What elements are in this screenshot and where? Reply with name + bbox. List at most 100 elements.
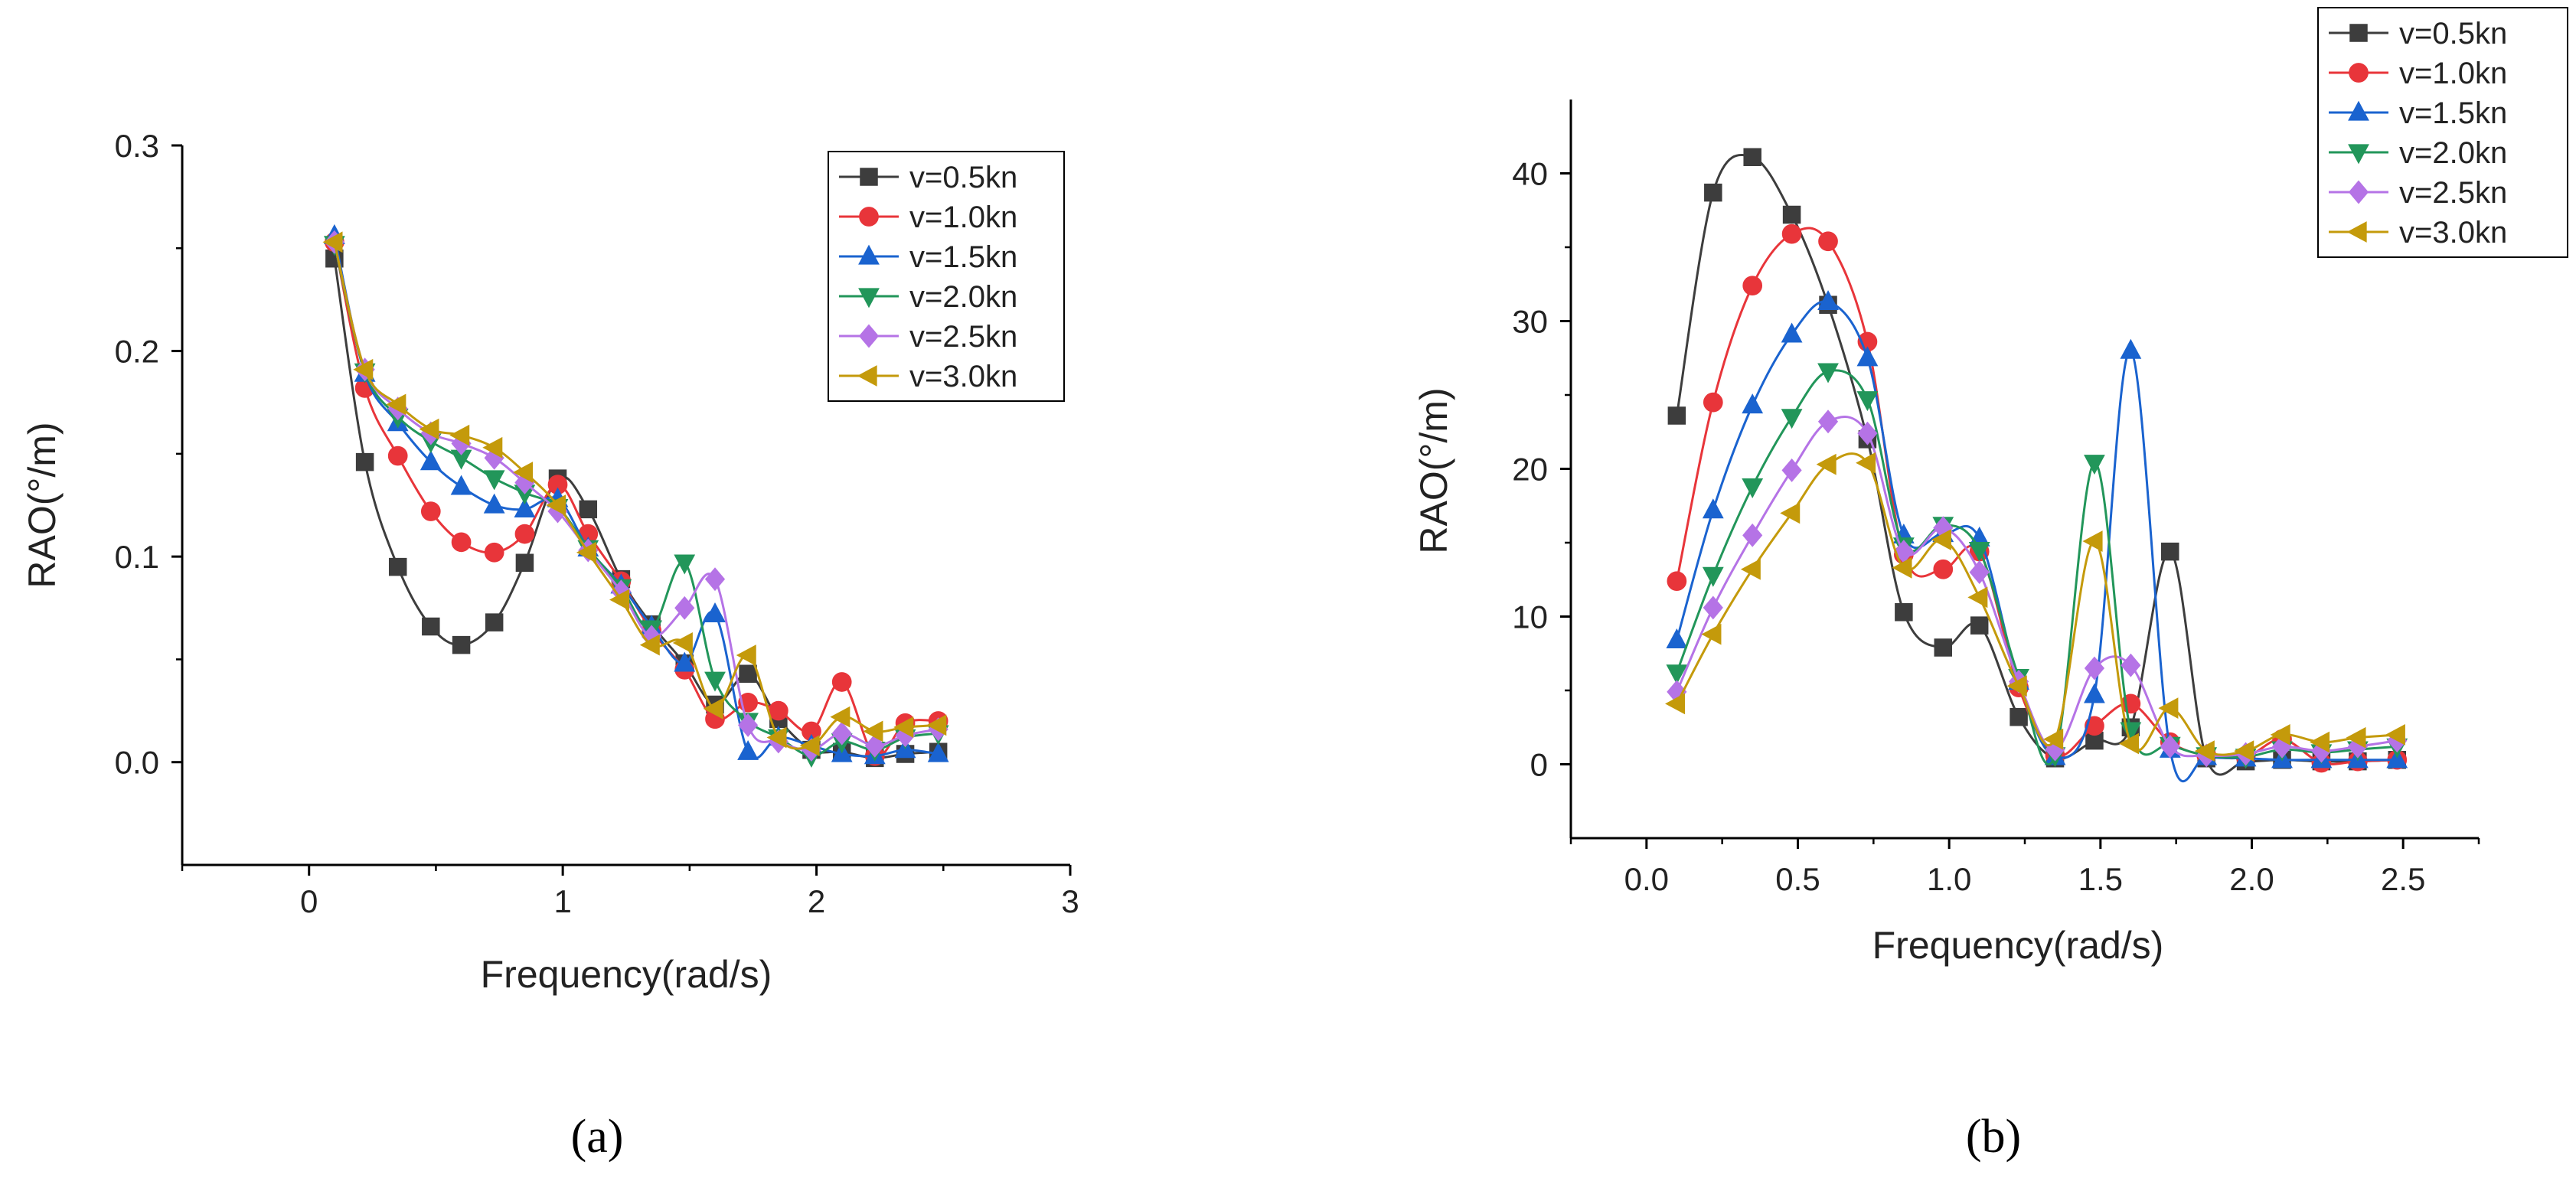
legend-marker [2346, 221, 2367, 243]
data-point [830, 706, 851, 728]
data-point [2234, 740, 2254, 762]
data-point [451, 532, 472, 553]
legend: v=0.5kn v=1.0kn v=1.5kn v=2.0kn v=2.5kn v=3.0… [2317, 7, 2568, 258]
legend-label: v=1.5kn [2399, 96, 2507, 130]
data-point [1704, 183, 1722, 202]
legend: v=0.5kn v=1.0kn v=1.5kn v=2.0kn v=2.5kn v=3.0… [828, 151, 1065, 402]
y-tick-label: 0.1 [115, 539, 159, 575]
data-point [927, 742, 949, 762]
data-point [766, 726, 787, 749]
y-tick-label: 10 [1512, 599, 1548, 635]
series-line [1676, 452, 2398, 756]
data-point [322, 231, 343, 253]
legend-label: v=3.0kn [909, 360, 1017, 393]
data-point [2161, 542, 2179, 561]
series-v=3.0kn [322, 231, 947, 757]
data-point [2082, 530, 2103, 552]
data-point [482, 436, 503, 458]
legend-label: v=2.5kn [909, 320, 1017, 354]
data-point [579, 500, 598, 519]
x-tick-label: 0 [300, 883, 318, 919]
data-point [1931, 529, 1951, 551]
data-point [2084, 683, 2105, 703]
data-point [1856, 452, 1876, 474]
data-point [1742, 393, 1764, 414]
data-point [485, 613, 504, 631]
legend-marker [2349, 24, 2368, 42]
data-point [1740, 558, 1761, 580]
data-point [515, 553, 534, 572]
x-tick-label: 1.5 [2078, 861, 2123, 897]
legend-marker [858, 324, 880, 348]
panel-caption: (a) [571, 1111, 624, 1163]
data-point [1781, 409, 1803, 429]
data-point [1817, 363, 1839, 383]
data-point [2119, 733, 2140, 755]
data-point [639, 634, 660, 656]
data-point [1782, 205, 1801, 224]
data-point [1895, 602, 1913, 622]
data-point [420, 501, 441, 521]
legend-marker [2348, 100, 2369, 121]
data-point [1934, 638, 1953, 657]
legend-label: v=2.0kn [909, 280, 1017, 314]
legend-label: v=1.0kn [909, 201, 1017, 234]
data-point [1780, 502, 1801, 524]
chart-panel-b: 0 10 20 30 40 0.0 0.5 1.0 1.5 2.0 2.5 Frequency(rad… [1412, 7, 2568, 1163]
x-tick-label: 2 [808, 883, 825, 919]
series-v=2.5kn [1667, 410, 2408, 768]
data-point [1933, 559, 1954, 579]
data-point [704, 671, 726, 692]
series-line [1675, 154, 2398, 776]
data-point [1856, 346, 1879, 367]
data-point [449, 424, 470, 446]
data-point [2120, 338, 2142, 359]
data-point [1666, 664, 1688, 685]
data-point [576, 541, 596, 563]
data-point [609, 589, 630, 611]
data-point [355, 452, 374, 472]
data-point [1968, 542, 1990, 562]
x-tick-label: 0.5 [1775, 861, 1820, 897]
data-point [514, 524, 535, 544]
legend-marker [860, 168, 878, 186]
legend-marker [857, 365, 877, 387]
data-point [484, 542, 504, 563]
data-point [864, 733, 885, 758]
series-line [1675, 369, 2398, 765]
y-tick-label: 30 [1512, 304, 1548, 340]
series-v=3.0kn [1665, 452, 2405, 762]
y-tick-label: 0.2 [115, 334, 159, 370]
legend-label: v=2.0kn [2399, 136, 2507, 170]
chart-panel-a: 0.0 0.1 0.2 0.3 0 1 2 3 Frequency(rad/s) RAO(°/m)… [21, 128, 1079, 1163]
legend-label: v=0.5kn [909, 161, 1017, 194]
data-point [1781, 458, 1802, 482]
data-point [546, 494, 566, 516]
data-point [703, 697, 723, 720]
data-point [422, 617, 440, 636]
data-point [831, 721, 852, 746]
data-point [1817, 290, 1839, 311]
data-point [483, 493, 505, 514]
data-point [2270, 723, 2290, 746]
data-point [737, 739, 759, 760]
data-point [1816, 453, 1837, 475]
data-point [2158, 697, 2179, 720]
legend-marker [2349, 63, 2369, 83]
legend-marker [2348, 180, 2369, 204]
series-line [333, 235, 939, 760]
x-axis-title: Frequency(rad/s) [1872, 924, 2164, 967]
data-point [2006, 675, 2027, 697]
data-point [2121, 653, 2141, 677]
x-tick-label: 2.5 [2381, 861, 2425, 897]
data-point [388, 557, 407, 576]
data-point [2010, 707, 2028, 726]
data-point [1892, 556, 1912, 579]
data-point [513, 462, 534, 483]
data-point [452, 635, 471, 654]
panel-caption: (b) [1966, 1111, 2021, 1163]
data-point [2386, 748, 2408, 768]
legend-marker [858, 244, 880, 265]
data-point [672, 632, 693, 654]
